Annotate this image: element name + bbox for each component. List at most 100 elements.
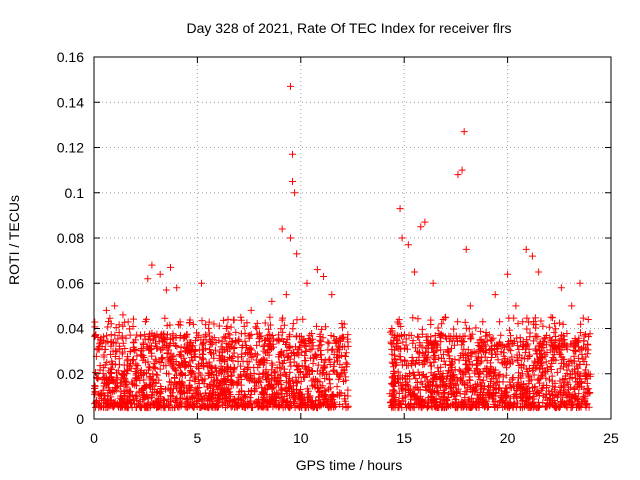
data-point [553, 368, 561, 376]
data-point [333, 383, 341, 391]
data-point [224, 315, 232, 323]
data-point [192, 385, 200, 393]
data-point [111, 302, 119, 310]
data-point [554, 342, 562, 350]
data-point [474, 353, 482, 361]
data-point [505, 401, 513, 409]
data-point [405, 369, 413, 377]
data-point [222, 400, 230, 408]
data-point [231, 403, 239, 411]
data-point [199, 359, 207, 367]
data-point [211, 364, 219, 372]
data-point [313, 384, 321, 392]
data-point [495, 371, 503, 379]
data-point [330, 358, 338, 366]
data-point [111, 398, 119, 406]
data-point [316, 332, 324, 340]
data-point [281, 365, 289, 373]
data-point [309, 402, 317, 410]
data-point [149, 400, 157, 408]
data-point [543, 403, 551, 411]
data-point [325, 356, 333, 364]
data-point [486, 390, 494, 398]
data-point [402, 392, 410, 400]
data-point [330, 398, 338, 406]
data-point [268, 297, 276, 305]
data-point [228, 371, 236, 379]
data-point [559, 383, 567, 391]
data-point [407, 331, 415, 339]
data-point [490, 379, 498, 387]
data-point [340, 366, 348, 374]
data-point [132, 371, 140, 379]
data-point [426, 385, 434, 393]
data-point [502, 371, 510, 379]
data-point [418, 330, 426, 338]
data-point [344, 386, 352, 394]
data-point [504, 270, 512, 278]
data-point [325, 385, 333, 393]
data-point [207, 338, 215, 346]
data-point [466, 302, 474, 310]
data-point [408, 392, 416, 400]
data-point [539, 337, 547, 345]
data-point [144, 336, 152, 344]
data-point [551, 386, 559, 394]
data-point [303, 366, 311, 374]
data-point [109, 360, 117, 368]
data-point [515, 345, 523, 353]
data-point [543, 364, 551, 372]
data-point [305, 393, 313, 401]
data-point [481, 383, 489, 391]
data-point [286, 82, 294, 90]
data-point [294, 363, 302, 371]
data-point [513, 392, 521, 400]
data-point [333, 354, 341, 362]
data-point [213, 385, 221, 393]
data-point [536, 347, 544, 355]
data-point [177, 369, 185, 377]
data-point [180, 343, 188, 351]
data-point [114, 374, 122, 382]
data-point [399, 374, 407, 382]
data-point [572, 378, 580, 386]
data-point [155, 337, 163, 345]
data-point [454, 171, 462, 179]
data-point [176, 318, 184, 326]
data-point [290, 382, 298, 390]
data-point [109, 347, 117, 355]
data-point [576, 346, 584, 354]
data-point [329, 345, 337, 353]
data-point [530, 337, 538, 345]
data-point [91, 323, 99, 331]
data-point [418, 380, 426, 388]
data-point [564, 380, 572, 388]
data-point [431, 351, 439, 359]
data-point [118, 395, 126, 403]
data-point [156, 365, 164, 373]
data-point [266, 330, 274, 338]
data-point [555, 349, 563, 357]
data-point [535, 341, 543, 349]
data-point [97, 403, 105, 411]
data-point [424, 333, 432, 341]
data-point [331, 337, 339, 345]
x-tick-label: 0 [90, 430, 98, 446]
data-point [328, 291, 336, 299]
data-point [326, 355, 334, 363]
data-point [308, 329, 316, 337]
data-point [191, 345, 199, 353]
data-point [434, 364, 442, 372]
data-point [148, 261, 156, 269]
data-point [546, 362, 554, 370]
data-point [460, 128, 468, 136]
data-point [128, 391, 136, 399]
data-point [560, 379, 568, 387]
ticks-layer: 0 5 10 15 20 25 0 0.02 0.04 0.06 0.08 0.1 0.12 0.14 0.… [57, 49, 619, 446]
data-point [338, 351, 346, 359]
data-point [314, 345, 322, 353]
data-point [213, 367, 221, 375]
data-point [148, 376, 156, 384]
data-point [128, 380, 136, 388]
data-point [448, 366, 456, 374]
